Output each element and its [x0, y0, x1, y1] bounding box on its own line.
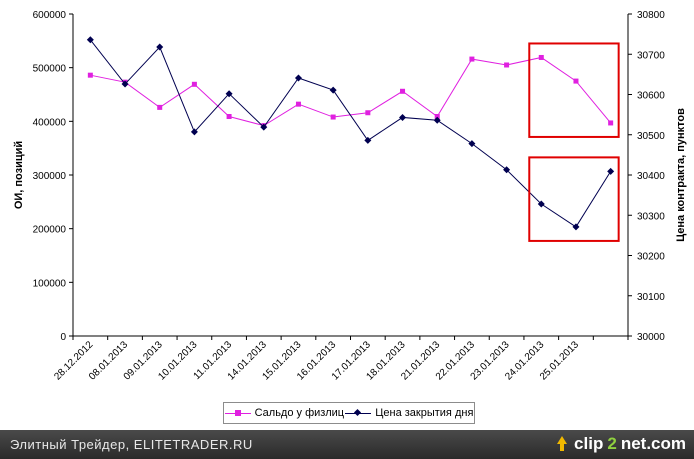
clip2net-logo: clip 2 net.com	[554, 434, 686, 454]
point-saldo	[226, 114, 232, 120]
x-axis-ticks: 28.12.201208.01.201309.01.201310.01.2013…	[52, 336, 629, 383]
point-price	[399, 113, 407, 121]
point-saldo	[191, 81, 197, 87]
point-price	[364, 136, 372, 144]
legend-label-saldo: Сальдо у физлиц	[254, 407, 345, 419]
y-left-tick-label: 300000	[33, 171, 67, 182]
brand-part-c: net.com	[620, 434, 686, 453]
point-price	[572, 223, 580, 231]
annotation-layer	[528, 42, 620, 242]
point-saldo	[365, 110, 371, 116]
highlight-box-saldo	[528, 42, 620, 138]
chart: 0 100000 200000 300000 400000 500000 600000 30…	[13, 10, 687, 383]
highlight-box-price	[528, 156, 620, 242]
right-axis-ticks: 30000 30100 30200 30300 30400 30500 30600 30700…	[628, 10, 665, 343]
left-axis-ticks: 0 100000 200000 300000 400000 500000 600000	[33, 10, 73, 343]
point-price	[537, 200, 545, 208]
point-saldo	[400, 88, 406, 94]
y-right-tick-label: 30600	[637, 91, 665, 102]
point-price	[468, 140, 476, 148]
y-right-tick-label: 30300	[637, 211, 665, 222]
point-saldo	[87, 72, 93, 78]
y-right-tick-label: 30800	[637, 10, 665, 21]
legend-label-price: Цена закрытия дня	[375, 407, 474, 419]
point-price	[433, 116, 441, 124]
point-price	[503, 166, 511, 174]
point-price	[294, 74, 302, 82]
legend-item-saldo: Сальдо у физлиц	[224, 407, 345, 419]
y-right-tick-label: 30700	[637, 50, 665, 61]
point-saldo	[504, 62, 510, 68]
point-saldo	[538, 54, 544, 60]
point-saldo	[608, 120, 614, 126]
brand-part-a: clip	[574, 434, 604, 453]
series-line-price	[89, 39, 612, 228]
brand-part-b: 2	[607, 434, 617, 453]
watermark-footer: Элитный Трейдер, ELITETRADER.RU clip 2 net…	[0, 430, 694, 459]
y-right-tick-label: 30000	[637, 332, 665, 343]
upload-arrow-icon	[554, 436, 570, 452]
point-saldo	[157, 104, 163, 110]
y-axis-left-label: ОИ, позиций	[13, 141, 25, 209]
y-left-tick-label: 600000	[33, 10, 67, 21]
legend-swatch-saldo	[224, 408, 251, 418]
y-right-tick-label: 30400	[637, 171, 665, 182]
point-saldo	[573, 78, 579, 84]
y-left-tick-label: 200000	[33, 225, 67, 236]
point-price	[156, 43, 164, 51]
point-price	[329, 86, 337, 94]
point-saldo	[295, 101, 301, 107]
point-saldo	[469, 56, 475, 62]
y-right-tick-label: 30200	[637, 252, 665, 263]
y-axis-right-label: Цена контракта, пунктов	[675, 108, 687, 242]
point-saldo	[330, 114, 336, 120]
axes	[72, 14, 629, 337]
series-layer	[86, 36, 615, 231]
y-left-tick-label: 100000	[33, 278, 67, 289]
point-price	[607, 167, 615, 175]
legend: Сальдо у физлиц Цена закрытия дня	[223, 402, 475, 424]
footer-source-text: Элитный Трейдер, ELITETRADER.RU	[10, 437, 253, 452]
y-left-tick-label: 400000	[33, 117, 67, 128]
y-right-tick-label: 30500	[637, 131, 665, 142]
legend-item-price: Цена закрытия дня	[345, 407, 473, 419]
y-left-tick-label: 500000	[33, 64, 67, 75]
point-saldo	[434, 114, 440, 120]
point-price	[190, 128, 198, 136]
y-left-tick-label: 0	[60, 332, 66, 343]
y-right-tick-label: 30100	[637, 292, 665, 303]
point-price	[121, 80, 129, 88]
point-price	[260, 123, 268, 131]
point-price	[225, 90, 233, 98]
legend-swatch-price	[345, 408, 372, 418]
point-price	[86, 36, 94, 44]
